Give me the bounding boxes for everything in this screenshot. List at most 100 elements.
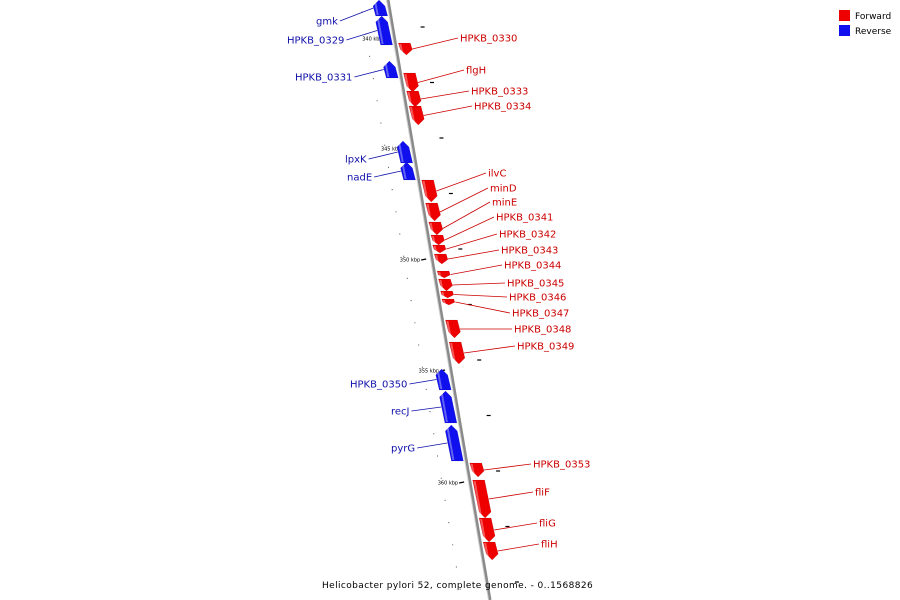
map-caption: Helicobacter pylori 52, complete genome.… xyxy=(322,581,593,591)
scale-ticks: 340 kbp 345 kbp 350 kbp 355 kbp 360 kbp xyxy=(361,11,519,590)
gene-arrow[interactable] xyxy=(469,462,485,478)
gene-arrow[interactable] xyxy=(428,221,444,236)
gene-label: HPKB_0348 xyxy=(514,325,571,336)
gene-nade[interactable]: nadE xyxy=(347,161,416,184)
tick-360-kbp: 360 kbp xyxy=(438,481,465,487)
gene-ilvc[interactable]: ilvC xyxy=(421,169,507,203)
gene-arrow[interactable] xyxy=(482,541,499,561)
gene-arrow-shine xyxy=(410,107,416,124)
gene-arrow[interactable] xyxy=(400,161,416,181)
gene-hpkb_0342[interactable]: HPKB_0342 xyxy=(432,230,557,254)
gene-hpkb_0345[interactable]: HPKB_0345 xyxy=(438,279,564,292)
gene-hpkb_0329[interactable]: HPKB_0329 xyxy=(287,15,393,47)
gene-arrow[interactable] xyxy=(383,60,399,79)
minor-tick-dot xyxy=(395,211,397,213)
gene-mind[interactable]: minD xyxy=(425,184,517,222)
gene-leader-line xyxy=(439,187,489,213)
gene-label: fliG xyxy=(539,519,556,530)
gene-arrow[interactable] xyxy=(478,517,496,543)
gene-hpkb_0344[interactable]: HPKB_0344 xyxy=(436,261,561,279)
gene-hpkb_0334[interactable]: HPKB_0334 xyxy=(408,102,531,126)
gene-arrow[interactable] xyxy=(425,202,441,222)
tick-mark xyxy=(458,481,465,484)
gene-leader-line xyxy=(423,105,473,116)
gene-hpkb_0346[interactable]: HPKB_0346 xyxy=(440,290,567,304)
minor-tick-dot xyxy=(429,411,431,413)
gene-label: HPKB_0344 xyxy=(504,261,561,272)
minor-tick-dot xyxy=(444,499,446,501)
gene-arrow[interactable] xyxy=(445,424,464,462)
gene-arrow[interactable] xyxy=(445,319,461,339)
gene-recj[interactable]: recJ xyxy=(391,390,458,424)
gene-arrow[interactable] xyxy=(403,72,419,93)
gene-arrow[interactable] xyxy=(472,479,492,519)
gene-flif[interactable]: fliF xyxy=(472,479,550,519)
gene-label: ilvC xyxy=(488,169,506,180)
gene-leader-line xyxy=(450,264,503,275)
gene-hpkb_0333[interactable]: HPKB_0333 xyxy=(406,87,529,108)
gene-arrow[interactable] xyxy=(408,105,425,126)
gene-arrow-shine xyxy=(439,280,444,290)
gene-label: HPKB_0333 xyxy=(471,87,528,98)
tick-mark xyxy=(421,258,427,261)
gene-hpkb_0347[interactable]: HPKB_0347 xyxy=(441,298,570,320)
gene-hpkb_0349[interactable]: HPKB_0349 xyxy=(448,341,574,365)
gene-arrow[interactable] xyxy=(421,179,438,203)
gene-arrow[interactable] xyxy=(436,270,451,279)
gene-arrow[interactable] xyxy=(440,290,455,299)
gene-hpkb_0330[interactable]: HPKB_0330 xyxy=(397,34,517,56)
gene-arrow-shine xyxy=(440,392,448,422)
gene-flig[interactable]: fliG xyxy=(478,517,556,543)
gene-arrow-shine xyxy=(484,543,490,559)
legend: Forward Reverse xyxy=(839,10,892,37)
gene-arrow[interactable] xyxy=(439,390,458,424)
gene-arrow[interactable] xyxy=(433,253,449,265)
gene-lpxk[interactable]: lpxK xyxy=(345,140,414,166)
gene-hpkb_0341[interactable]: HPKB_0341 xyxy=(430,213,554,246)
gene-arrow-shine xyxy=(446,426,455,460)
gene-hpkb_0353[interactable]: HPKB_0353 xyxy=(469,460,591,478)
gene-label: HPKB_0353 xyxy=(533,460,590,471)
gene-flih[interactable]: fliH xyxy=(482,540,558,561)
gene-hpkb_0350[interactable]: HPKB_0350 xyxy=(350,368,452,391)
gene-arrow-shine xyxy=(433,246,437,252)
gene-pyrg[interactable]: pyrG xyxy=(391,424,464,462)
gene-label: HPKB_0345 xyxy=(507,279,564,290)
minor-tick-dot xyxy=(399,233,401,235)
gene-label: HPKB_0343 xyxy=(501,246,558,257)
gene-arrow[interactable] xyxy=(430,234,445,246)
gene-hpkb_0331[interactable]: HPKB_0331 xyxy=(295,60,399,84)
gene-hpkb_0348[interactable]: HPKB_0348 xyxy=(445,319,571,339)
legend-reverse-swatch xyxy=(839,25,850,36)
gene-hpkb_0343[interactable]: HPKB_0343 xyxy=(433,246,558,265)
gene-gmk[interactable]: gmk xyxy=(316,0,389,28)
gene-label: fliH xyxy=(541,540,558,551)
gene-arrow[interactable] xyxy=(406,90,422,108)
gene-arrow-shine xyxy=(404,74,410,91)
gene-leader-line xyxy=(454,294,508,298)
gene-arrow-shine xyxy=(398,142,404,162)
gene-arrow-shine xyxy=(450,343,456,363)
legend-reverse-label: Reverse xyxy=(855,27,892,37)
gene-arrow[interactable] xyxy=(432,244,447,254)
gene-arrow-shine xyxy=(442,300,446,304)
gene-arrow[interactable] xyxy=(448,341,466,365)
gene-arrow[interactable] xyxy=(397,42,413,56)
legend-forward-label: Forward xyxy=(855,12,891,22)
gene-arrow-shine xyxy=(422,181,429,201)
gene-leader-line xyxy=(368,151,398,160)
gene-arrow[interactable] xyxy=(438,278,453,292)
gene-label: HPKB_0342 xyxy=(499,230,556,241)
gene-arrow[interactable] xyxy=(435,368,452,391)
gene-leader-line xyxy=(444,216,495,241)
minor-tick-dot xyxy=(418,344,420,346)
minor-tick-dot xyxy=(414,322,416,324)
gene-arrow[interactable] xyxy=(441,298,456,306)
gene-label: HPKB_0331 xyxy=(295,73,352,84)
gene-arrow[interactable] xyxy=(375,15,393,46)
gene-leader-line xyxy=(354,69,384,78)
gene-flgh[interactable]: flgH xyxy=(403,66,486,93)
gene-mine[interactable]: minE xyxy=(428,198,517,236)
gene-leader-line xyxy=(455,301,511,314)
